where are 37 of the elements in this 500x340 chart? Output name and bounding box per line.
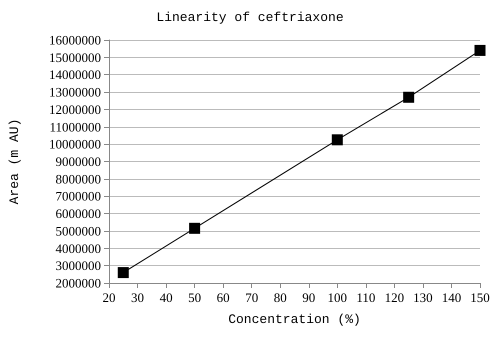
x-tick-label: 80 — [274, 290, 287, 305]
x-tick-label: 130 — [413, 290, 433, 305]
y-axis-title: Area (m AU) — [7, 118, 22, 204]
point — [474, 44, 486, 56]
point — [403, 92, 414, 103]
x-tick-label: 140 — [442, 290, 462, 305]
y-tick-label: 5000000 — [56, 223, 101, 238]
x-tick-label: 30 — [131, 290, 144, 305]
y-tick-label: 16000000 — [49, 32, 101, 48]
y-tick-label: 7000000 — [56, 188, 101, 204]
y-tick-label: 15000000 — [49, 50, 101, 65]
x-tick-label: 120 — [384, 290, 404, 305]
y-tick-label: 3000000 — [56, 258, 101, 274]
point — [189, 222, 200, 234]
x-tick-label: 50 — [188, 290, 202, 305]
x-axis-title: Concentration (%) — [228, 312, 361, 327]
y-tick-label: 11000000 — [49, 119, 101, 134]
x-tick-label: 100 — [328, 290, 348, 305]
y-tick-label: 2000000 — [56, 276, 101, 290]
point — [118, 267, 129, 278]
x-tick-label: 70 — [245, 290, 258, 305]
x-tick-label: 110 — [356, 290, 376, 305]
point — [332, 134, 343, 146]
x-tick-label: 60 — [216, 290, 230, 305]
x-tick-label: 90 — [302, 290, 316, 305]
y-tick-label: 14000000 — [49, 67, 101, 82]
x-tick-label: 40 — [160, 290, 173, 305]
y-tick-label: 4000000 — [56, 240, 101, 256]
y-tick-label: 13000000 — [49, 84, 101, 100]
x-tick-label: 20 — [102, 290, 116, 305]
chart-title: Linearity of ceftriaxone — [156, 10, 344, 25]
x-tick-label: 150 — [470, 290, 490, 305]
y-tick-label: 8000000 — [56, 171, 101, 186]
y-tick-label: 12000000 — [49, 102, 101, 117]
y-tick-label: 10000000 — [49, 136, 101, 152]
y-tick-label: 9000000 — [56, 154, 101, 169]
y-tick-label: 6000000 — [56, 206, 101, 222]
